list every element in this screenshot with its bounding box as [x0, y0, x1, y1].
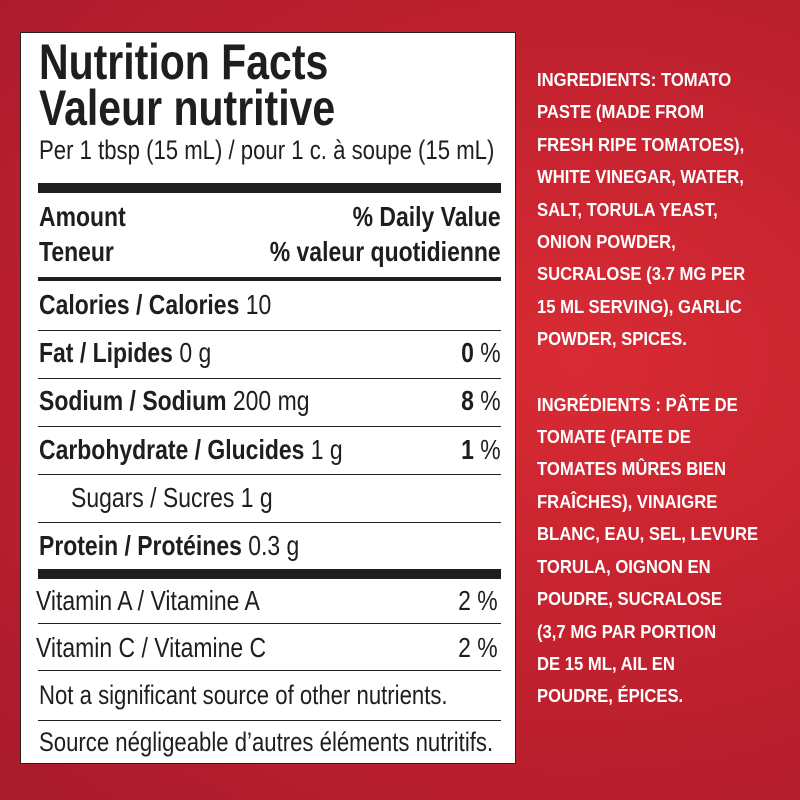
dv-label: % Daily Value	[352, 201, 501, 232]
percent-unit: %	[480, 434, 501, 465]
nutrient-amount: 1 g	[310, 434, 343, 465]
ingredients-line: WHITE VINEGAR, WATER,	[537, 166, 744, 188]
ingredients-line: INGRÉDIENTS : PÂTE DE	[537, 393, 738, 415]
vitamin-row: Vitamin A / Vitamine A 2 %	[36, 583, 498, 619]
divider	[38, 670, 501, 671]
header-en: Amount % Daily Value	[39, 199, 501, 235]
ingredients-line: (3,7 MG PAR PORTION	[537, 620, 717, 642]
divider	[38, 378, 501, 379]
vitamin-dv: 2 %	[458, 585, 498, 616]
ingredients-line: FRESH RIPE TOMATOES),	[537, 133, 745, 155]
protein-amount: 0.3 g	[248, 530, 300, 561]
ingredients-line: DE 15 ML, AIL EN	[537, 652, 675, 674]
ingredients-line: BLANC, EAU, SEL, LEVURE	[537, 523, 759, 545]
divider	[38, 426, 501, 427]
ingredients-line: INGREDIENTS: TOMATO	[537, 69, 732, 90]
thick-divider	[38, 183, 501, 193]
nutrition-facts-table: Nutrition Facts Valeur nutritive Per 1 t…	[20, 32, 516, 764]
percent-unit: %	[480, 385, 501, 416]
ingredients-panel: INGREDIENTS: TOMATO PASTE (MADE FROM FRESH…	[537, 64, 797, 713]
note-en-text: Not a significant source of other nutrie…	[39, 680, 448, 710]
amount-label: Amount	[39, 201, 126, 232]
dv-label-fr: % valeur quotidienne	[269, 236, 501, 267]
vitamin-name: Vitamin A / Vitamine A	[36, 585, 260, 616]
ingredients-line: SUCRALOSE (3.7 MG PER	[537, 263, 746, 285]
nutrient-dv: 8	[461, 385, 474, 416]
ingredients-line: POWDER, SPICES.	[537, 328, 687, 350]
vitamin-name: Vitamin C / Vitamine C	[36, 632, 267, 663]
sugars-row: Sugars / Sucres 1 g	[71, 480, 533, 516]
medium-divider	[38, 277, 501, 281]
nutrient-row: Sodium / Sodium 200 mg 8 %	[39, 383, 501, 419]
protein-name: Protein / Protéines	[39, 530, 242, 561]
note-en: Not a significant source of other nutrie…	[39, 678, 501, 712]
nutrient-row: Fat / Lipides 0 g 0 %	[39, 335, 501, 371]
serving-size: Per 1 tbsp (15 mL) / pour 1 c. à soupe (…	[39, 135, 501, 165]
divider	[38, 522, 501, 523]
ingredients-line: TORULA, OIGNON EN	[537, 555, 711, 577]
nutrient-dv: 1	[461, 434, 474, 465]
ingredients-en: INGREDIENTS: TOMATO PASTE (MADE FROM FRESH…	[537, 64, 797, 356]
nutrient-name: Sodium / Sodium	[39, 385, 227, 416]
calories-name: Calories / Calories	[39, 289, 240, 320]
nutrient-name: Carbohydrate / Glucides	[39, 434, 305, 465]
divider	[38, 474, 501, 475]
note-fr: Source négligeable d’autres éléments nut…	[39, 725, 501, 759]
header-fr: Teneur % valeur quotidienne	[39, 234, 501, 270]
ingredients-line: TOMATES MÛRES BIEN	[537, 458, 727, 480]
note-fr-text: Source négligeable d’autres éléments nut…	[39, 727, 494, 757]
title-fr: Valeur nutritive	[39, 83, 501, 133]
nutrient-amount: 0 g	[179, 337, 212, 368]
nutrient-dv: 0	[461, 337, 474, 368]
nutrient-amount: 200 mg	[232, 385, 310, 416]
ingredients-fr: INGRÉDIENTS : PÂTE DE TOMATE (FAITE DE TOM…	[537, 389, 797, 713]
protein-row: Protein / Protéines 0.3 g	[39, 528, 501, 564]
title-en: Nutrition Facts	[39, 37, 501, 87]
thick-divider	[38, 569, 501, 579]
divider	[38, 720, 501, 721]
serving-text: Per 1 tbsp (15 mL) / pour 1 c. à soupe (…	[39, 135, 495, 165]
ingredients-line: SALT, TORULA YEAST,	[537, 198, 718, 220]
title-fr-text: Valeur nutritive	[39, 80, 336, 136]
sugars-text: Sugars / Sucres 1 g	[71, 482, 273, 513]
ingredients-line: POUDRE, ÉPICES.	[537, 685, 684, 707]
ingredients-line: TOMATE (FAITE DE	[537, 426, 691, 448]
ingredients-line: PASTE (MADE FROM	[537, 101, 705, 123]
calories-row: Calories / Calories 10	[39, 287, 501, 323]
calories-value: 10	[245, 289, 272, 320]
percent-unit: %	[480, 337, 501, 368]
vitamin-row: Vitamin C / Vitamine C 2 %	[36, 630, 498, 666]
nutrient-row: Carbohydrate / Glucides 1 g 1 %	[39, 432, 501, 468]
ingredients-line: FRAÎCHES), VINAIGRE	[537, 490, 718, 512]
amount-label-fr: Teneur	[39, 236, 114, 267]
divider	[38, 330, 501, 331]
divider	[38, 623, 501, 624]
ingredients-line: 15 ML SERVING), GARLIC	[537, 295, 742, 317]
vitamin-dv: 2 %	[458, 632, 498, 663]
ingredients-line: ONION POWDER,	[537, 231, 676, 253]
title-en-text: Nutrition Facts	[39, 34, 329, 90]
nutrient-name: Fat / Lipides	[39, 337, 173, 368]
ingredients-line: POUDRE, SUCRALOSE	[537, 588, 723, 610]
